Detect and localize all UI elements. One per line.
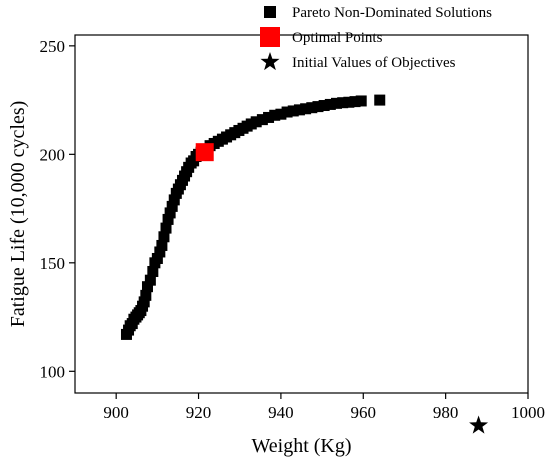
x-tick-label: 980 <box>433 403 459 422</box>
pareto-point <box>349 96 361 108</box>
plot-marks <box>120 94 489 434</box>
legend-label-pareto: Pareto Non-Dominated Solutions <box>292 5 492 21</box>
axes: 900 920 940 960 980 1000 100 150 200 250 <box>40 37 546 422</box>
optimal-point <box>195 143 214 162</box>
pareto-point <box>138 296 150 308</box>
pareto-point <box>269 109 281 121</box>
y-tick-label: 250 <box>40 37 66 56</box>
y-tick-label: 200 <box>40 145 66 164</box>
pareto-point <box>312 101 324 113</box>
pareto-point <box>324 98 336 110</box>
pareto-point <box>158 231 170 243</box>
initial-value-point <box>469 415 489 434</box>
legend-label-initial: Initial Values of Objectives <box>292 55 456 71</box>
plot-area-frame <box>74 34 529 394</box>
pareto-point <box>343 96 355 108</box>
legend-marker-optimal <box>260 27 280 47</box>
pareto-point <box>263 111 275 123</box>
pareto-point <box>162 213 174 225</box>
pareto-point <box>275 108 287 120</box>
x-axis-title: Weight (Kg) <box>251 435 351 457</box>
pareto-point <box>300 103 312 115</box>
legend-marker-pareto <box>264 6 276 18</box>
pareto-point <box>337 97 349 109</box>
pareto-point <box>331 97 343 109</box>
pareto-point <box>287 105 299 117</box>
pareto-point <box>374 94 386 106</box>
legend-label-optimal: Optimal Points <box>292 30 383 46</box>
y-axis-title: Fatigue Life (10,000 cycles) <box>7 101 29 328</box>
x-tick-label: 1000 <box>511 403 545 422</box>
pareto-point <box>154 246 166 258</box>
pareto-point <box>293 104 305 116</box>
pareto-point <box>140 289 152 301</box>
pareto-point <box>164 207 176 219</box>
pareto-point <box>168 194 180 206</box>
pareto-point <box>250 116 262 128</box>
pareto-point <box>281 106 293 118</box>
x-tick-label: 920 <box>186 403 212 422</box>
y-tick-label: 100 <box>40 362 66 381</box>
legend: Pareto Non-Dominated Solutions Optimal P… <box>260 5 492 71</box>
pareto-point <box>160 222 172 234</box>
pareto-point <box>355 95 367 107</box>
x-tick-label: 940 <box>268 403 294 422</box>
pareto-point <box>151 252 163 264</box>
y-tick-label: 150 <box>40 254 66 273</box>
pareto-point <box>256 114 268 126</box>
x-tick-label: 960 <box>351 403 377 422</box>
pareto-point <box>306 102 318 114</box>
pareto-point <box>147 265 159 277</box>
pareto-point <box>166 200 178 212</box>
pareto-point <box>144 274 156 286</box>
pareto-point <box>156 239 168 251</box>
legend-marker-initial <box>260 52 280 71</box>
pareto-point <box>318 100 330 112</box>
pareto-point <box>141 281 153 293</box>
x-tick-label: 900 <box>103 403 129 422</box>
